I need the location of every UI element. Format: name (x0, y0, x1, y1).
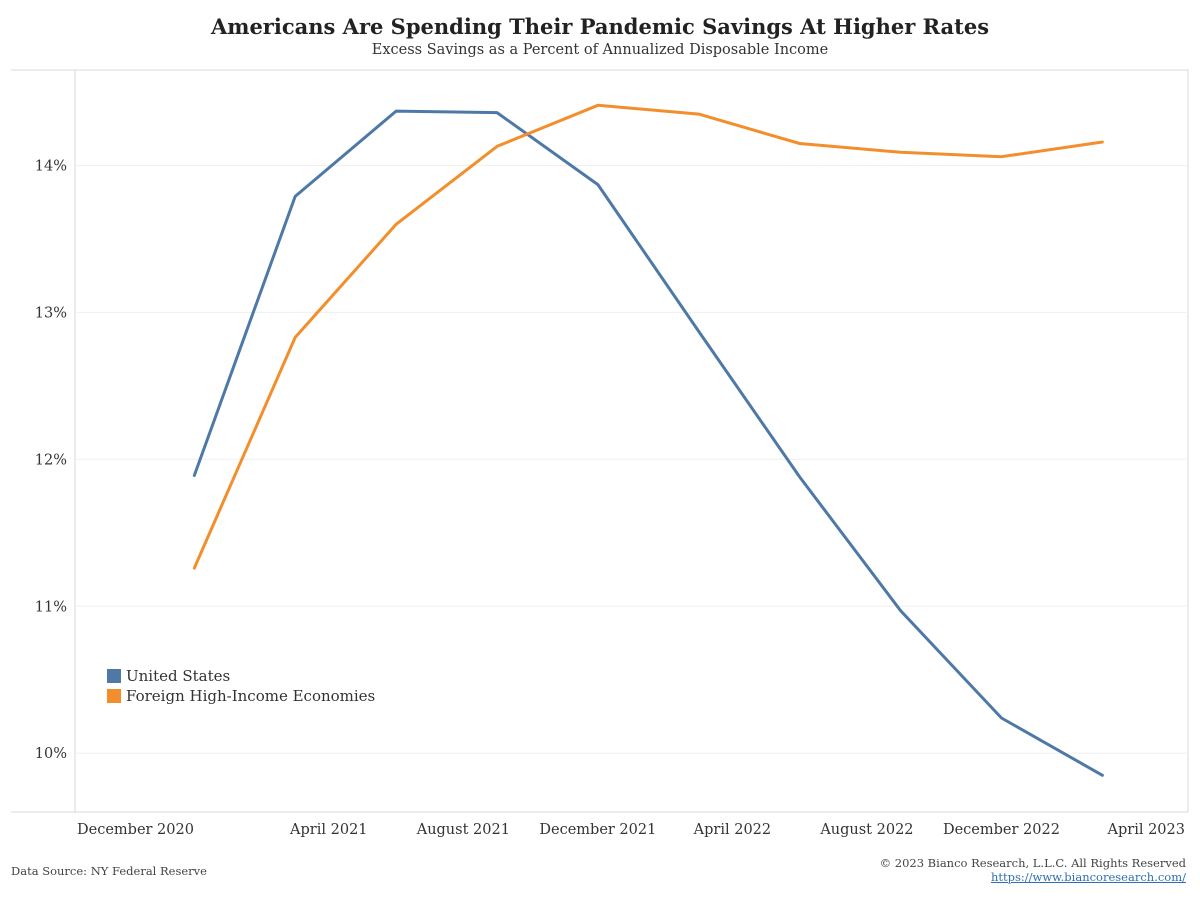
legend-label-0: United States (126, 667, 230, 685)
x-tick-label-2022-04: April 2022 (693, 822, 771, 838)
legend: United States Foreign High-Income Economi… (107, 667, 375, 705)
website-link[interactable]: https://www.biancoresearch.com/ (990, 870, 1186, 884)
y-axis-ticks: 10% 11% 12% 13% 14% (35, 159, 67, 763)
plot-frame (74, 69, 1189, 813)
legend-swatch-1 (107, 689, 121, 703)
copyright-note: © 2023 Bianco Research, L.L.C. All Right… (879, 856, 1186, 870)
y-tick-label-10: 10% (35, 746, 67, 762)
y-tick-label-12: 12% (35, 452, 67, 468)
x-tick-label-2023-04: April 2023 (1107, 822, 1185, 838)
x-tick-label-2022-12: December 2022 (943, 822, 1060, 838)
series-line-1 (192, 103, 1104, 570)
x-tick-label-2021-08: August 2021 (416, 822, 510, 838)
x-axis-ticks: December 2020 April 2021 August 2021 Decemb… (77, 822, 1185, 838)
chart-title: Americans Are Spending Their Pandemic Sa… (210, 14, 990, 39)
data-source-note: Data Source: NY Federal Reserve (11, 864, 207, 878)
x-tick-label-2021-12: December 2021 (539, 822, 656, 838)
y-tick-label-11: 11% (35, 599, 67, 615)
y-tick-label-14: 14% (35, 159, 67, 175)
series-lines (192, 103, 1104, 777)
x-tick-label-2022-08: August 2022 (819, 822, 913, 838)
grid-lines (75, 165, 1188, 754)
series-line-0 (192, 109, 1104, 777)
legend-swatch-0 (107, 669, 121, 683)
x-tick-label-2020-12: December 2020 (77, 822, 194, 838)
legend-label-1: Foreign High-Income Economies (126, 687, 375, 705)
x-tick-label-2021-04: April 2021 (289, 822, 367, 838)
y-tick-label-13: 13% (35, 305, 67, 321)
chart-subtitle: Excess Savings as a Percent of Annualize… (371, 42, 829, 58)
